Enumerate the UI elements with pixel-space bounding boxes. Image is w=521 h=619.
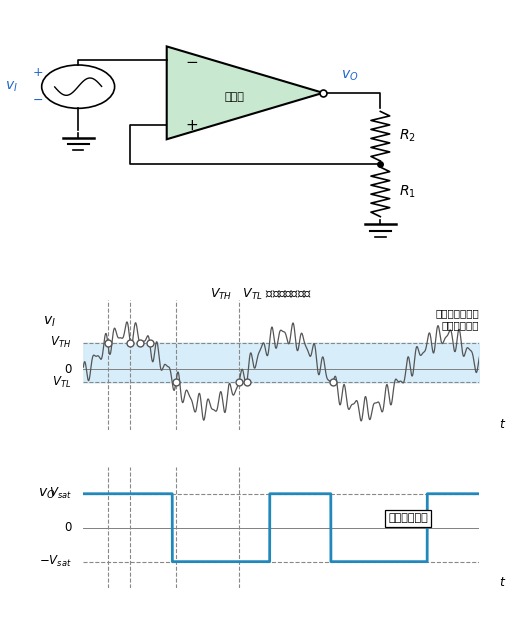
Text: $t$: $t$ (499, 418, 506, 431)
Text: $R_1$: $R_1$ (399, 184, 415, 200)
Text: 0: 0 (64, 363, 71, 376)
Text: $V_{TH}$   $V_{TL}$ 之间形成迟滞区: $V_{TH}$ $V_{TL}$ 之间形成迟滞区 (209, 287, 312, 301)
Text: $R_2$: $R_2$ (399, 128, 415, 144)
Circle shape (42, 65, 115, 108)
Text: 0: 0 (64, 521, 71, 534)
Text: $v_I$: $v_I$ (5, 79, 18, 94)
Text: $V_{TH}$: $V_{TH}$ (51, 335, 71, 350)
Text: $-$: $-$ (185, 53, 198, 68)
Text: $v_I$: $v_I$ (43, 314, 56, 329)
Text: $+$: $+$ (185, 118, 198, 133)
Polygon shape (167, 46, 323, 139)
Text: $v_O$: $v_O$ (341, 69, 359, 83)
Text: 输出维持稳定: 输出维持稳定 (388, 513, 428, 523)
Text: $+$: $+$ (32, 66, 43, 79)
Text: 正反馈: 正反馈 (225, 92, 244, 103)
Text: 杂波来回多少次
穿越临界电压: 杂波来回多少次 穿越临界电压 (436, 308, 479, 330)
Text: $V_{sat}$: $V_{sat}$ (48, 486, 71, 501)
Text: $-$: $-$ (32, 93, 43, 106)
Text: $v_O$: $v_O$ (38, 487, 56, 501)
Text: $V_{TL}$: $V_{TL}$ (52, 375, 71, 390)
Text: $-V_{sat}$: $-V_{sat}$ (39, 554, 71, 569)
Text: $t$: $t$ (499, 576, 506, 589)
